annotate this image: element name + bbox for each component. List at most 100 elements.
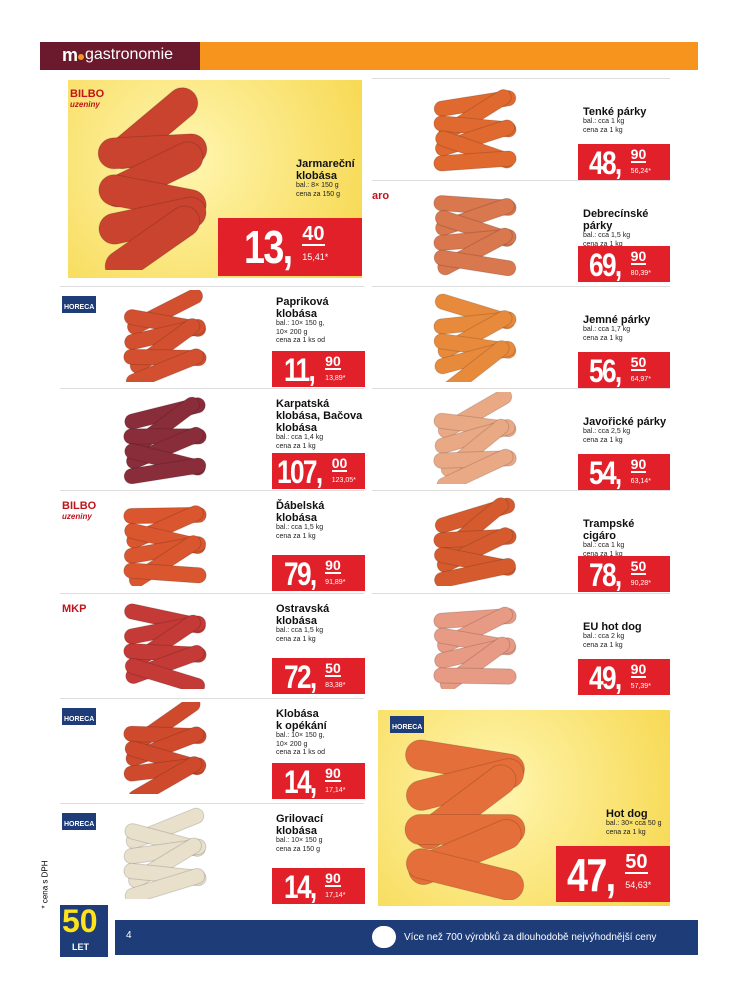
product-photo	[404, 739, 526, 900]
divider	[60, 593, 364, 594]
price-cents: 90	[630, 248, 647, 265]
product-detail: bal.: cca 1,7 kg	[583, 326, 631, 333]
sausage	[405, 848, 525, 900]
product-detail: 10× 200 g	[276, 740, 308, 748]
price-main: 49,	[589, 660, 622, 696]
brand-prefix: m	[62, 45, 79, 65]
price-box: 56, 50 64,97*	[578, 352, 670, 389]
price-note: 56,24*	[630, 168, 651, 175]
price-cents: 90	[630, 456, 647, 473]
price-main: 54,	[589, 455, 622, 491]
sausage	[104, 205, 201, 270]
product-name: klobása	[276, 308, 317, 320]
product-detail: cena za 1 kg	[583, 550, 623, 558]
side-note: * cena s DPH	[40, 860, 50, 909]
product-detail: cena za 1 kg	[583, 240, 623, 248]
price-box: 14, 90 17,14*	[272, 868, 365, 905]
product-name: Grilovací	[276, 813, 324, 825]
product-detail: bal.: 10× 150 g	[276, 837, 323, 844]
divider	[372, 78, 670, 79]
header-brand-bg	[40, 42, 200, 70]
price-main: 47,	[566, 849, 616, 901]
product-photo	[123, 702, 207, 794]
sausage	[433, 557, 517, 586]
product-detail: bal.: cca 2,5 kg	[583, 428, 631, 435]
price-main: 79,	[283, 556, 317, 592]
brand-logo: HORECA	[62, 296, 97, 313]
product-detail: cena za 150 g	[276, 845, 320, 853]
brand-logo: uzeniny	[62, 512, 92, 521]
product-photo	[123, 505, 207, 586]
product-name: Jemné párky	[583, 314, 651, 326]
slogan-badge	[372, 926, 396, 948]
product-name: klobása	[276, 615, 317, 627]
footer-slogan: Více než 700 výrobků za dlouhodobě nejvý…	[404, 932, 657, 943]
product-name: Ostravská	[276, 603, 330, 615]
product-photo	[123, 807, 207, 899]
price-cents: 50	[630, 354, 647, 371]
product-name: Javořické párky	[583, 416, 667, 428]
price-note: 13,89*	[325, 375, 346, 382]
product-detail: bal.: cca 1,5 kg	[276, 524, 324, 531]
price-note: 90,28*	[630, 580, 651, 587]
brand-logo: BILBO	[62, 500, 97, 512]
brand-logo: BILBO	[70, 88, 105, 100]
product-name: cigáro	[583, 530, 617, 542]
price-main: 48,	[589, 145, 622, 181]
price-box: 13, 40 15,41*	[218, 218, 362, 276]
price-cents: 90	[325, 765, 341, 782]
product-detail: cena za 1 kg	[276, 442, 316, 450]
divider	[60, 698, 364, 699]
price-box: 79, 90 91,89*	[272, 555, 365, 592]
product-name: klobása	[276, 422, 317, 434]
product-detail: cena za 1 kg	[583, 641, 623, 649]
price-note: 64,97*	[630, 376, 651, 383]
brand-logo: aro	[372, 190, 390, 202]
price-main: 14,	[283, 869, 317, 905]
product-photo	[123, 396, 207, 484]
sausage	[125, 348, 205, 382]
product-detail: cena za 1 kg	[606, 828, 646, 836]
product-detail: bal.: 10× 150 g,	[276, 320, 325, 327]
divider	[372, 490, 670, 491]
price-main: 107,	[277, 454, 323, 490]
product-name: Debrecínské	[583, 208, 649, 220]
product-detail: cena za 1 kg	[583, 334, 623, 342]
product-detail: bal.: cca 1,5 kg	[276, 627, 324, 634]
product-name: Trampské	[583, 518, 635, 530]
price-note: 17,14*	[325, 787, 346, 794]
price-main: 11,	[283, 352, 316, 388]
price-main: 13,	[243, 221, 293, 273]
price-box: 54, 90 63,14*	[578, 454, 670, 491]
divider	[60, 388, 364, 389]
product-photo	[433, 89, 517, 172]
product-detail: cena za 1 ks od	[276, 749, 326, 756]
product-photo	[97, 87, 208, 270]
price-box: 72, 50 83,38*	[272, 658, 365, 695]
product-name: EU hot dog	[583, 621, 642, 633]
product-name: Klobása	[276, 708, 319, 720]
sausage	[433, 249, 517, 276]
product-name: Jarmareční	[296, 158, 355, 170]
price-box: 49, 90 57,39*	[578, 659, 670, 696]
product-name: Hot dog	[606, 808, 648, 820]
sausage	[440, 340, 510, 382]
price-cents: 50	[325, 660, 341, 677]
product-name: Karpatská	[276, 398, 330, 410]
product-detail: cena za 150 g	[296, 190, 340, 198]
product-photo	[123, 290, 207, 382]
product-detail: cena za 1 kg	[583, 436, 623, 444]
product-name: párky	[583, 220, 613, 232]
price-cents: 90	[630, 661, 647, 678]
product-name: Papriková	[276, 296, 329, 308]
product-photo	[433, 293, 517, 382]
divider	[60, 803, 364, 804]
price-box: 11, 90 13,89*	[272, 351, 365, 388]
price-main: 56,	[589, 353, 622, 389]
price-main: 78,	[589, 557, 622, 593]
brand-logo: HORECA	[390, 716, 425, 733]
price-cents: 90	[325, 557, 341, 574]
product-name: k opékání	[276, 720, 327, 732]
brand-logo: uzeniny	[70, 100, 100, 109]
product-detail: bal.: cca 2 kg	[583, 633, 625, 640]
